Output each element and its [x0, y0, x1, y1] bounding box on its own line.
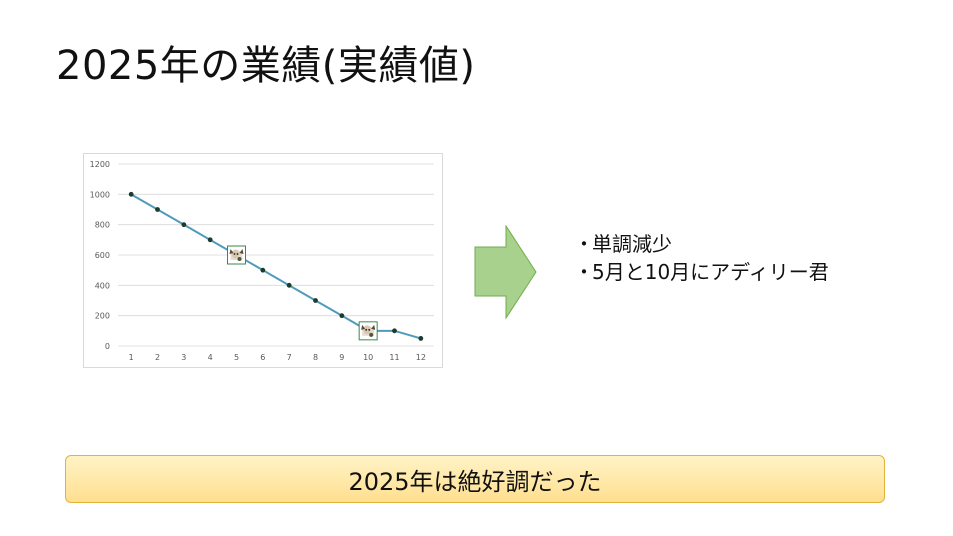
- right-arrow-icon: [474, 225, 537, 320]
- character-icon: [227, 245, 246, 265]
- x-tick-label: 9: [339, 353, 344, 362]
- x-tick-label: 12: [416, 353, 426, 362]
- x-tick-label: 5: [234, 353, 239, 362]
- bullet-item: ・単調減少: [574, 230, 829, 258]
- conclusion-banner: 2025年は絶好調だった: [65, 455, 885, 503]
- x-tick-label: 6: [260, 353, 265, 362]
- data-point: [286, 282, 292, 288]
- slide-title: 2025年の業績(実績値): [56, 43, 476, 89]
- x-tick-label: 8: [313, 353, 318, 362]
- line-chart: 0 200 400 600 800 1000 1200 1 2 3 4 5 6 7 8 9 10 11 12: [83, 153, 443, 368]
- data-point: [418, 336, 424, 341]
- y-tick-label: 200: [95, 312, 110, 321]
- bullet-text: 単調減少: [592, 232, 672, 256]
- bullet-text: 5月と10月にアディリー君: [592, 260, 829, 284]
- y-tick-label: 400: [95, 281, 110, 290]
- data-point: [313, 298, 318, 303]
- bullet-item: ・5月と10月にアディリー君: [574, 258, 829, 286]
- banner-text: 2025年は絶好調だった: [348, 467, 602, 496]
- data-point: [207, 237, 213, 243]
- character-icon: [358, 321, 378, 341]
- bullet-marker: ・: [574, 260, 594, 284]
- x-tick-label: 4: [208, 353, 213, 362]
- data-point: [260, 267, 266, 273]
- data-point: [128, 191, 134, 197]
- x-tick-label: 3: [181, 353, 186, 362]
- x-tick-label: 11: [389, 353, 399, 362]
- y-tick-label: 800: [95, 221, 110, 230]
- bullet-marker: ・: [574, 232, 594, 256]
- y-tick-label: 1000: [90, 190, 110, 199]
- x-tick-label: 7: [287, 353, 292, 362]
- series-line: [130, 193, 422, 340]
- y-tick-label: 600: [95, 251, 110, 260]
- y-tick-label: 0: [105, 342, 110, 351]
- x-tick-label: 2: [155, 353, 160, 362]
- data-point: [392, 328, 397, 334]
- x-tick-label: 1: [129, 353, 134, 362]
- x-tick-label: 10: [363, 353, 373, 362]
- data-point: [155, 207, 160, 212]
- data-point: [181, 222, 187, 228]
- data-point: [339, 313, 345, 319]
- y-tick-label: 1200: [90, 160, 110, 169]
- bullet-list: ・単調減少 ・5月と10月にアディリー君: [574, 230, 829, 286]
